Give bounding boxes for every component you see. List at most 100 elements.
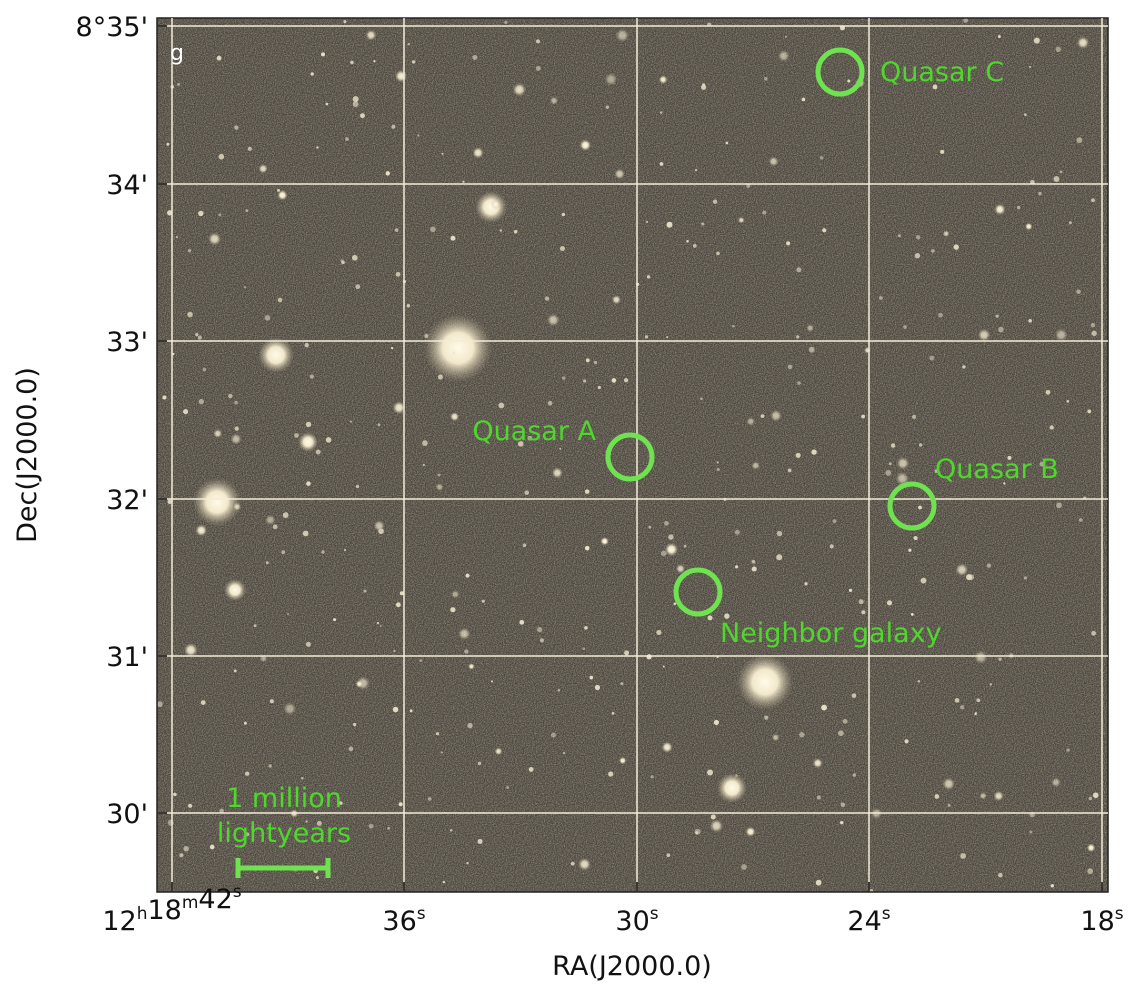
star [938,313,943,318]
star [199,399,204,404]
star [612,712,615,715]
star [885,470,891,476]
star [396,602,401,607]
star [559,448,561,450]
star [1024,113,1027,116]
star [514,230,517,233]
star [333,618,336,621]
tick-unit: s [233,882,242,902]
star [811,449,816,454]
star [738,217,745,224]
star [478,839,483,844]
star [352,255,358,261]
star [799,732,804,737]
star [536,66,541,71]
star [891,443,895,447]
star [849,589,852,592]
star [523,543,527,547]
star [550,96,559,105]
star [244,722,247,725]
star [935,794,940,799]
star [536,39,540,43]
star [659,75,668,84]
star [701,85,706,90]
star [495,747,503,755]
star [475,191,507,223]
star [281,550,285,554]
star [711,814,716,819]
star [583,647,586,650]
star [441,751,443,753]
star [955,698,960,703]
star [1029,66,1031,68]
star [1079,518,1083,522]
star [976,698,980,702]
star [788,365,793,370]
star [210,845,215,850]
star [391,347,393,349]
star [321,52,325,56]
star [661,551,667,557]
star [606,105,609,108]
star [600,537,609,546]
star [301,777,303,779]
star [796,453,801,458]
star [316,876,319,879]
star [717,773,747,803]
star [769,156,779,166]
star [1053,176,1059,182]
star [450,412,459,421]
star [861,415,865,419]
star [578,858,591,871]
panel-label: g [170,41,184,66]
star [915,253,920,258]
star [797,381,800,384]
star [437,474,440,477]
star [356,485,359,488]
star [668,534,673,539]
star [960,705,964,709]
star [451,590,459,598]
star [173,793,177,797]
star [695,829,701,835]
star [993,791,1003,801]
star [1050,425,1054,429]
star [304,343,308,347]
star [916,235,920,239]
star [548,401,553,406]
star [852,693,857,698]
star [419,659,422,662]
star [830,544,834,548]
star [903,325,907,329]
star [464,649,468,653]
star [1093,792,1099,798]
star [604,73,617,86]
star [693,244,697,248]
sky-figure: g 12h18m42s36s30s24s18s8°35'34'33'32'31'… [0,0,1131,986]
x-tick-label: 24s [847,904,890,937]
star [583,379,586,382]
star [717,468,720,471]
star [796,267,801,272]
star [552,467,563,478]
star [1046,390,1051,395]
star [1066,748,1069,751]
star [1017,206,1020,209]
star [710,819,723,832]
star [393,707,399,713]
star [529,767,534,772]
star [248,147,252,151]
star [931,249,935,253]
annotation: Quasar A [472,416,596,447]
tick-unit: s [417,904,426,924]
star [244,286,246,288]
star [998,35,1001,38]
star [974,650,988,664]
star [303,531,309,537]
star [664,521,669,526]
star [1091,198,1095,202]
star [246,209,249,212]
star [450,829,453,832]
star [224,579,246,601]
star [438,375,443,380]
